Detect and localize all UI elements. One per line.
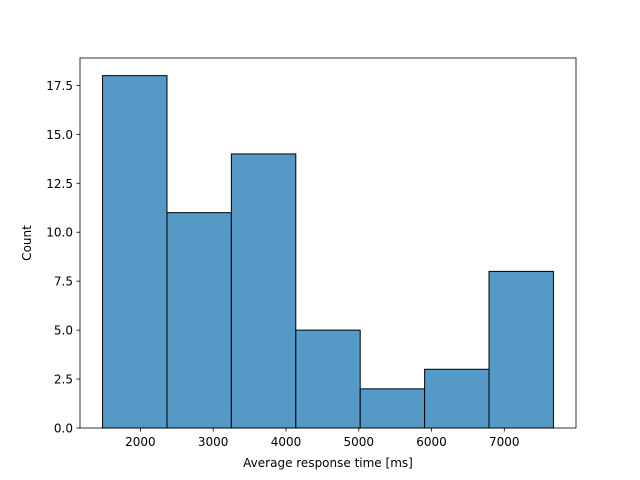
y-tick-label: 15.0 (46, 128, 73, 142)
y-tick-label: 10.0 (46, 226, 73, 240)
x-tick-label: 4000 (271, 435, 302, 449)
x-tick-label: 5000 (343, 435, 374, 449)
x-tick-label: 2000 (125, 435, 156, 449)
y-ticks-group: 0.0 2.5 5.0 7.5 10.0 12.5 15.0 17.5 (46, 79, 80, 436)
histogram-bar-2 (166, 212, 232, 429)
histogram-bar-7 (488, 270, 554, 429)
x-ticks-group: 2000 3000 4000 5000 6000 7000 (125, 428, 520, 449)
histogram-bar-5 (359, 388, 426, 429)
y-tick-label: 17.5 (46, 79, 73, 93)
y-tick-label: 12.5 (46, 177, 73, 191)
histogram-bar-1 (102, 75, 168, 429)
x-tick-label: 3000 (198, 435, 229, 449)
axes-frame (79, 57, 577, 429)
x-tick-label: 6000 (416, 435, 447, 449)
y-axis-label: Count (20, 225, 34, 261)
y-tick-label: 5.0 (54, 324, 73, 338)
y-tick-label: 2.5 (54, 373, 73, 387)
y-tick-label: 0.0 (54, 422, 73, 436)
x-tick-label: 7000 (489, 435, 520, 449)
bars-group (102, 75, 554, 429)
histogram-bar-6 (424, 368, 490, 429)
y-tick-label: 7.5 (54, 275, 73, 289)
x-axis-label: Average response time [ms] (243, 456, 413, 470)
histogram-bar-4 (295, 329, 361, 429)
histogram-bar-3 (230, 153, 297, 429)
